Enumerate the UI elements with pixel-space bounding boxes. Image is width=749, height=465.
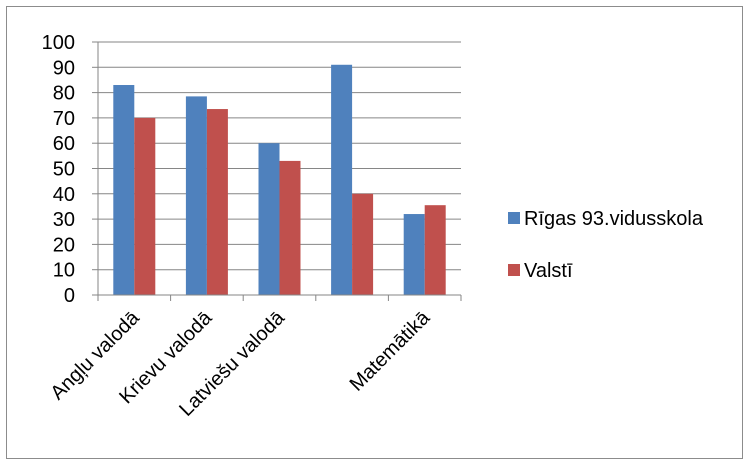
legend-label: Rīgas 93.vidusskola xyxy=(524,208,704,230)
axes xyxy=(92,41,462,301)
bar xyxy=(185,96,207,296)
bar xyxy=(403,214,425,295)
y-tick-label: 20 xyxy=(53,234,75,256)
y-tick-label: 90 xyxy=(53,57,75,79)
y-tick-label: 30 xyxy=(53,209,75,231)
y-tick-label: 10 xyxy=(53,260,75,282)
legend-swatch xyxy=(508,212,520,224)
y-tick-label: 50 xyxy=(53,159,75,181)
bar xyxy=(258,143,280,295)
legend-swatch xyxy=(508,264,520,276)
bar xyxy=(206,109,228,295)
bar xyxy=(134,117,156,296)
legend: Rīgas 93.vidusskola Valstī xyxy=(508,208,704,282)
legend-label: Valstī xyxy=(524,260,573,282)
bars xyxy=(113,64,446,296)
gridlines xyxy=(98,41,461,271)
bar xyxy=(352,193,374,295)
bar xyxy=(331,64,353,296)
y-tick-label: 80 xyxy=(53,83,75,105)
y-tick-label: 60 xyxy=(53,133,75,155)
x-category-label: Matemātikā xyxy=(346,306,435,395)
y-tick-label: 0 xyxy=(64,285,75,307)
bar xyxy=(279,160,301,295)
y-tick-label: 70 xyxy=(53,108,75,130)
bar xyxy=(424,205,446,295)
y-tick-label: 40 xyxy=(53,184,75,206)
y-tick-labels: 0 10 20 30 40 50 60 70 80 90 100 xyxy=(42,32,75,307)
y-tick-label: 100 xyxy=(42,32,75,54)
bar xyxy=(113,85,135,295)
